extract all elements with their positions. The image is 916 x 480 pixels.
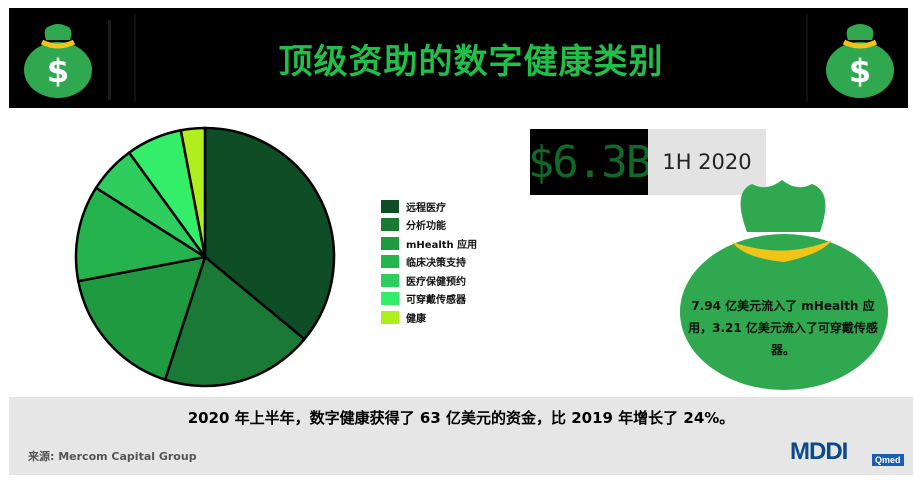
legend-item: 分析功能 [381, 216, 477, 235]
pie-chart [74, 126, 336, 388]
legend-label: mHealth 应用 [406, 239, 478, 251]
legend-label: 健康 [406, 313, 426, 325]
source-text: 来源: Mercom Capital Group [28, 450, 197, 463]
money-bag-icon: $ [826, 24, 894, 98]
legend-swatch [381, 255, 399, 269]
pie-slice-6 [179, 126, 207, 258]
legend-label: 分析功能 [406, 221, 446, 233]
legend-swatch [381, 218, 399, 232]
legend-swatch [381, 292, 399, 306]
legend-swatch [381, 310, 399, 324]
legend-label: 医疗保健预约 [406, 276, 466, 288]
legend-item: 健康 [381, 308, 477, 327]
pie-slice-2 [76, 255, 207, 382]
mddi-logo: MDDI Qmed [790, 436, 910, 474]
chart-legend: 远程医疗分析功能 mHealth 应用 临床决策支持 医疗保健预约 可穿戴传感器 健康 [381, 197, 477, 327]
legend-item: 远程医疗 [381, 197, 477, 216]
divider [108, 20, 111, 100]
pie-slice-0 [203, 126, 336, 341]
pie-slice-3 [74, 186, 209, 283]
legend-label: 远程医疗 [406, 202, 446, 214]
funding-period: 1H 2020 [648, 129, 766, 195]
svg-text:$: $ [47, 52, 69, 90]
svg-text:$: $ [849, 52, 871, 90]
logo-badge: Qmed [872, 454, 904, 466]
logo-main: MDDI [790, 438, 848, 465]
footer-panel [9, 397, 913, 475]
legend-label: 可穿戴传感器 [406, 295, 466, 307]
pie-slice-1 [163, 254, 307, 388]
legend-item: 临床决策支持 [381, 253, 477, 272]
funding-amount: $6.3B [528, 129, 652, 195]
legend-item: 可穿戴传感器 [381, 290, 477, 309]
legend-swatch [381, 199, 399, 213]
bag-caption: 7.94 亿美元流入了 mHealth 应用，3.21 亿美元流入了可穿戴传感器… [688, 299, 878, 357]
money-bag-illustration [680, 180, 888, 390]
legend-swatch [381, 273, 399, 287]
legend-item: 医疗保健预约 [381, 271, 477, 290]
summary-text: 2020 年上半年，数字健康获得了 63 亿美元的资金，比 2019 年增长了 … [187, 409, 735, 427]
money-bag-icon: $ [24, 24, 92, 98]
legend-item: mHealth 应用 [381, 234, 477, 253]
legend-swatch [381, 236, 399, 250]
page-title: 顶级资助的数字健康类别 [134, 14, 808, 102]
legend-label: 临床决策支持 [406, 258, 466, 270]
